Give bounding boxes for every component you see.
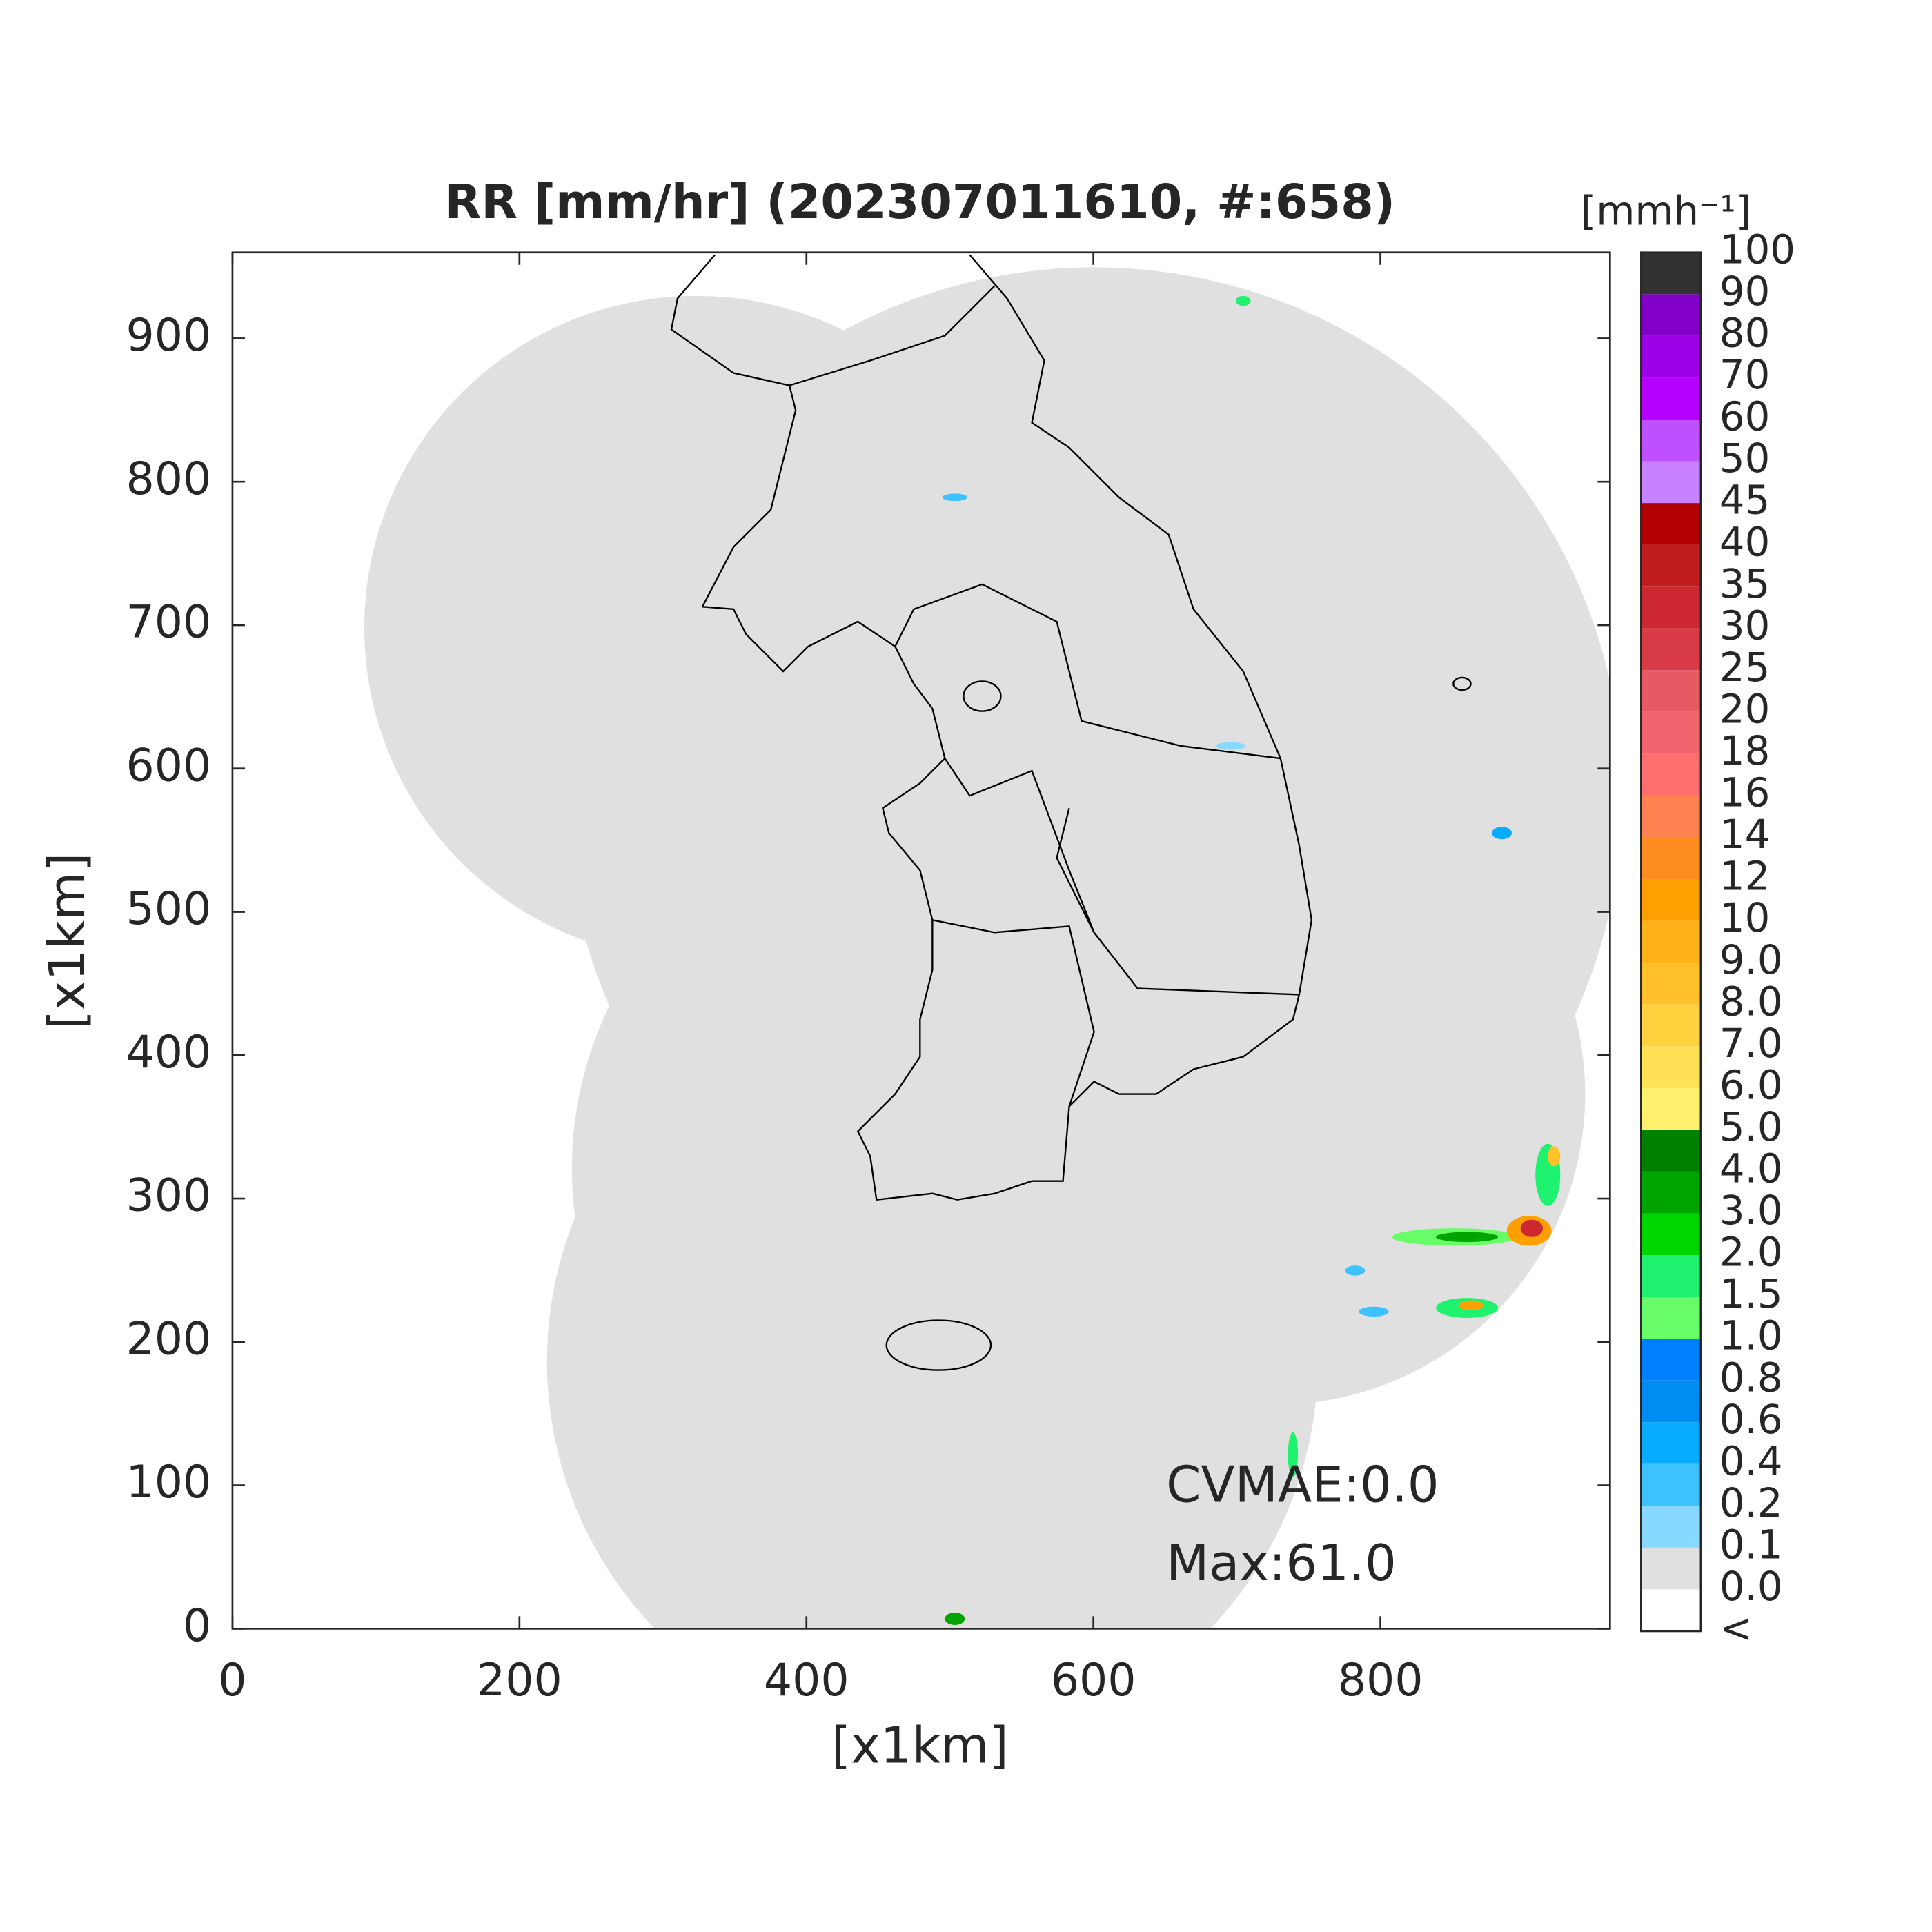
colorbar-band	[1641, 335, 1701, 378]
colorbar-band	[1641, 837, 1701, 880]
annotation: Max:61.0	[1166, 1534, 1397, 1592]
colorbar-band	[1641, 377, 1701, 420]
y-tick-label: 0	[183, 1600, 211, 1652]
colorbar-band	[1641, 1130, 1701, 1172]
colorbar-label: 30	[1719, 602, 1770, 649]
colorbar-label: 50	[1719, 435, 1770, 482]
colorbar-label: 45	[1719, 477, 1770, 524]
chart-title: RR [mm/hr] (202307011610, #:658)	[445, 175, 1395, 230]
colorbar-label: 100	[1719, 226, 1795, 273]
colorbar-band	[1641, 294, 1701, 336]
coastline	[670, 254, 1472, 1371]
x-axis-label: [x1km]	[831, 1717, 1009, 1775]
colorbar-band	[1641, 628, 1701, 671]
colorbar-label: 90	[1719, 268, 1770, 315]
colorbar-band	[1641, 670, 1701, 712]
colorbar-label: 0.1	[1719, 1521, 1783, 1568]
colorbar-label: 0.6	[1719, 1396, 1783, 1443]
colorbar-band	[1641, 586, 1701, 629]
colorbar-label: 6.0	[1719, 1061, 1783, 1108]
radar-coverage	[364, 267, 1610, 1629]
colorbar-label: 3.0	[1719, 1187, 1783, 1234]
colorbar-band	[1641, 711, 1701, 754]
colorbar-label: 8.0	[1719, 978, 1783, 1025]
colorbar-label: 18	[1719, 727, 1770, 774]
colorbar-band	[1641, 503, 1701, 545]
colorbar-label: 70	[1719, 351, 1770, 398]
colorbar-band	[1641, 1380, 1701, 1423]
colorbar-label: 20	[1719, 685, 1770, 732]
y-tick-label: 800	[126, 453, 212, 505]
colorbar-label: 60	[1719, 393, 1770, 440]
colorbar-label: 0.4	[1719, 1437, 1783, 1484]
colorbar-label: 2.0	[1719, 1229, 1783, 1276]
colorbar-band	[1641, 1463, 1701, 1506]
colorbar-label: <	[1719, 1605, 1753, 1652]
colorbar-label: 4.0	[1719, 1145, 1783, 1192]
colorbar-band	[1641, 1422, 1701, 1464]
colorbar-band	[1641, 544, 1701, 587]
colorbar-unit: [mmh⁻¹]	[1581, 188, 1751, 235]
y-tick-label: 700	[126, 597, 212, 649]
x-tick-label: 400	[764, 1655, 849, 1706]
colorbar-label: 5.0	[1719, 1103, 1783, 1150]
rain-echoes	[942, 295, 1561, 1625]
y-tick-label: 100	[126, 1457, 212, 1508]
colorbar-label: 9.0	[1719, 936, 1783, 983]
colorbar-label: 14	[1719, 811, 1770, 858]
colorbar-band	[1641, 1004, 1701, 1047]
y-tick-label: 200	[126, 1313, 212, 1365]
colorbar-band	[1641, 1506, 1701, 1548]
y-tick-label: 400	[126, 1027, 212, 1078]
colorbar-label: 40	[1719, 518, 1770, 565]
colorbar-label: 25	[1719, 644, 1770, 691]
x-tick-label: 0	[218, 1655, 246, 1706]
colorbar-band	[1641, 795, 1701, 838]
x-tick-label: 800	[1338, 1655, 1423, 1706]
x-tick-label: 200	[477, 1655, 562, 1706]
colorbar-band	[1641, 1589, 1701, 1631]
colorbar-band	[1641, 1171, 1701, 1214]
y-tick-label: 900	[126, 310, 212, 362]
colorbar-label: 10	[1719, 894, 1770, 941]
colorbar-band	[1641, 1087, 1701, 1130]
colorbar-label: 0.8	[1719, 1354, 1783, 1401]
colorbar-label: 1.0	[1719, 1312, 1783, 1359]
colorbar-label: 80	[1719, 309, 1770, 356]
y-tick-label: 500	[126, 883, 212, 935]
colorbar-band	[1641, 1297, 1701, 1339]
plot-frame	[231, 251, 1611, 1630]
colorbar-band	[1641, 419, 1701, 462]
colorbar-label: 7.0	[1719, 1020, 1783, 1067]
x-tick-label: 600	[1051, 1655, 1136, 1706]
colorbar-label: 35	[1719, 560, 1770, 607]
colorbar-band	[1641, 252, 1701, 295]
colorbar-label: 12	[1719, 853, 1770, 900]
colorbar-band	[1641, 753, 1701, 796]
colorbar-band	[1641, 879, 1701, 921]
colorbar-band	[1641, 1046, 1701, 1088]
colorbar-label: 0.0	[1719, 1563, 1783, 1610]
colorbar-band	[1641, 1213, 1701, 1256]
y-tick-label: 600	[126, 740, 212, 791]
colorbar-band	[1641, 1255, 1701, 1297]
colorbar-band	[1641, 920, 1701, 963]
colorbar-label: 16	[1719, 769, 1770, 816]
colorbar-band	[1641, 1339, 1701, 1381]
annotation: CVMAE:0.0	[1166, 1455, 1439, 1513]
colorbar-label: 0.2	[1719, 1479, 1783, 1526]
colorbar-label: 1.5	[1719, 1270, 1783, 1317]
colorbar-band	[1641, 461, 1701, 504]
colorbar-band	[1641, 1547, 1701, 1590]
y-axis-label: [x1km]	[38, 853, 96, 1030]
y-tick-label: 300	[126, 1170, 212, 1222]
colorbar-band	[1641, 963, 1701, 1005]
colorbar-frame	[1640, 251, 1702, 1633]
